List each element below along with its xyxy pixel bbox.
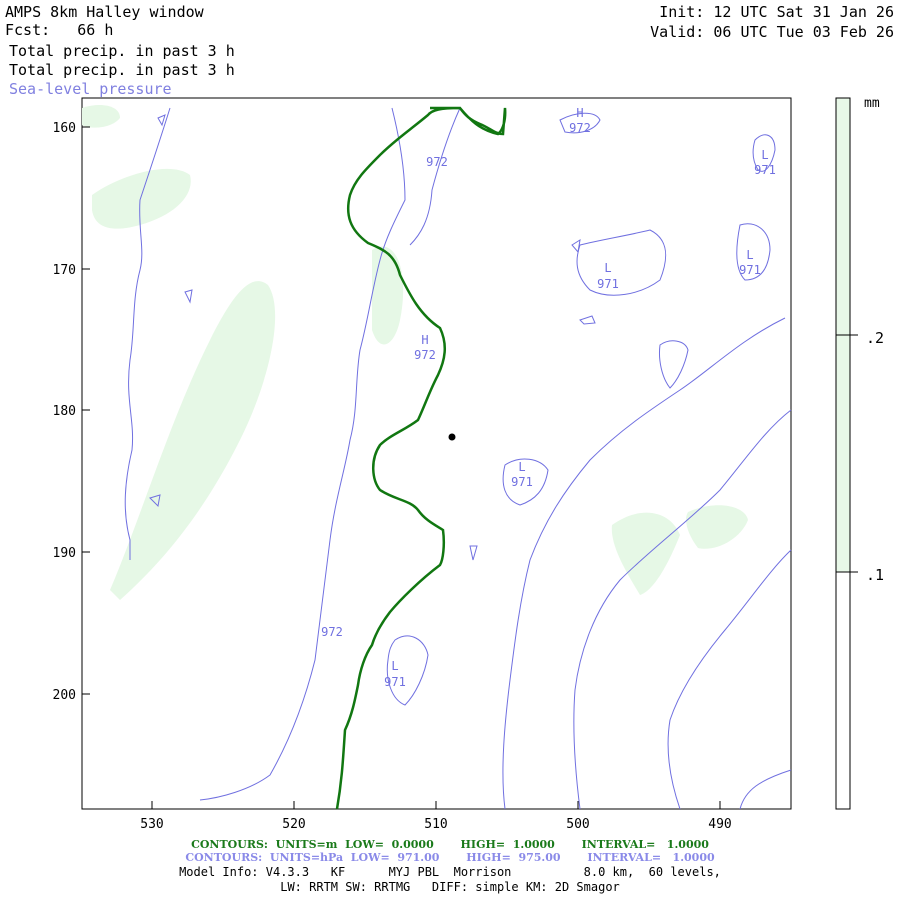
colorbar-label: .1 [866, 566, 884, 584]
label-type: L [761, 148, 768, 162]
footer-green-contours: CONTOURS: UNITS=m LOW= 0.0000 HIGH= 1.00… [191, 838, 709, 851]
label-value: 971 [384, 675, 406, 689]
field-title-1: Total precip. in past 3 h [9, 42, 235, 60]
label-value: 971 [754, 163, 776, 177]
x-tick-label: 520 [282, 817, 305, 832]
forecast-hour: Fcst: 66 h [5, 21, 114, 39]
footer-model-info: Model Info: V4.3.3 KF MYJ PBL Morrison 8… [179, 865, 721, 879]
station-marker [448, 433, 456, 441]
x-tick-label: 490 [708, 817, 731, 832]
contour-labels: H 972 972 L 971 L 971 L 971 H 972 L 971 … [321, 106, 776, 689]
label-type: L [518, 460, 525, 474]
model-title: AMPS 8km Halley window [5, 3, 204, 21]
init-time: Init: 12 UTC Sat 31 Jan 26 [659, 3, 894, 21]
y-tick-label: 200 [53, 688, 76, 703]
label-value: 971 [597, 277, 619, 291]
label-value: 971 [739, 263, 761, 277]
colorbar-segment-high [835, 97, 851, 336]
valid-time: Valid: 06 UTC Tue 03 Feb 26 [650, 23, 894, 41]
y-tick-label: 160 [53, 121, 76, 136]
colorbar-segment-mid [835, 334, 851, 573]
label-value: 971 [511, 475, 533, 489]
y-axis-labels: 160 170 180 190 200 [53, 121, 76, 703]
field-title-slp: Sea-level pressure [9, 80, 172, 98]
label-value: 972 [426, 155, 448, 169]
x-tick-label: 500 [566, 817, 589, 832]
colorbar: mm .2 .1 [835, 96, 884, 810]
y-tick-label: 170 [53, 263, 76, 278]
label-type: H [576, 106, 583, 120]
x-tick-label: 510 [424, 817, 447, 832]
label-type: L [604, 261, 611, 275]
label-type: L [391, 659, 398, 673]
x-tick-label: 530 [140, 817, 163, 832]
y-tick-label: 190 [53, 546, 76, 561]
colorbar-segment-low [835, 571, 851, 810]
label-value: 972 [414, 348, 436, 362]
label-type: H [421, 333, 428, 347]
y-axis-ticks [82, 126, 90, 695]
y-tick-label: 180 [53, 404, 76, 419]
footer-physics: LW: RRTM SW: RRTMG DIFF: simple KM: 2D S… [280, 880, 620, 894]
slp-contours [124, 107, 792, 810]
colorbar-unit: mm [864, 96, 880, 111]
label-value: 972 [321, 625, 343, 639]
label-type: L [746, 248, 753, 262]
x-axis-ticks [151, 801, 721, 809]
height-contour [335, 106, 507, 810]
field-title-2: Total precip. in past 3 h [9, 61, 235, 79]
label-value: 972 [569, 121, 591, 135]
precip-shading [82, 105, 748, 600]
x-axis-labels: 530 520 510 500 490 [140, 817, 731, 832]
footer-blue-contours: CONTOURS: UNITS=hPa LOW= 971.00 HIGH= 97… [185, 851, 715, 864]
colorbar-label: .2 [866, 329, 884, 347]
